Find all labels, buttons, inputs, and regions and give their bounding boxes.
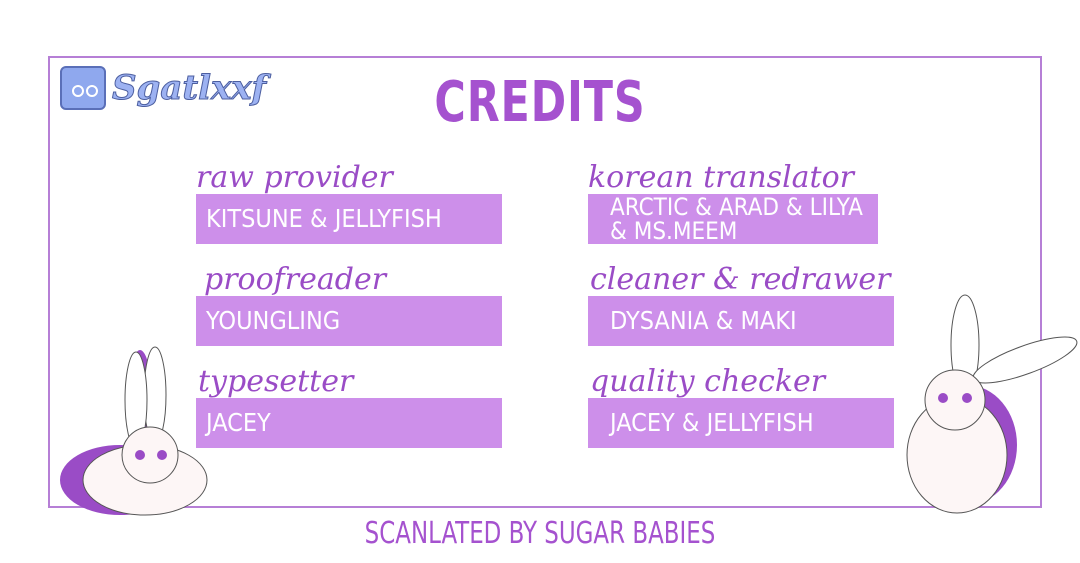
names-box: KITSUNE & JELLYFISH	[196, 194, 502, 244]
names-box: DYSANIA & MAKI	[588, 296, 894, 346]
role-label: raw provider	[196, 160, 393, 195]
discord-icon	[60, 66, 106, 110]
role-label: korean translator	[588, 160, 855, 195]
names-box: YOUNGLING	[196, 296, 502, 346]
role-label: proofreader	[204, 262, 387, 297]
logo: Sgatlxxf	[60, 66, 267, 110]
role-label: quality checker	[590, 364, 826, 399]
names-box: JACEY	[196, 398, 502, 448]
logo-text: Sgatlxxf	[111, 68, 267, 109]
names-box: JACEY & JELLYFISH	[588, 398, 894, 448]
bunny-illustration-left	[60, 346, 208, 516]
credits-frame	[48, 56, 1042, 508]
names-box: ARCTIC & ARAD & LILYA & MS.MEEM	[588, 194, 878, 244]
page-title: CREDITS	[434, 70, 646, 135]
footer-text: SCANLATED BY SUGAR BABIES	[364, 516, 716, 551]
bunny-illustration-right	[906, 294, 1078, 514]
role-label: typesetter	[198, 364, 354, 399]
role-label: cleaner & redrawer	[590, 262, 891, 297]
